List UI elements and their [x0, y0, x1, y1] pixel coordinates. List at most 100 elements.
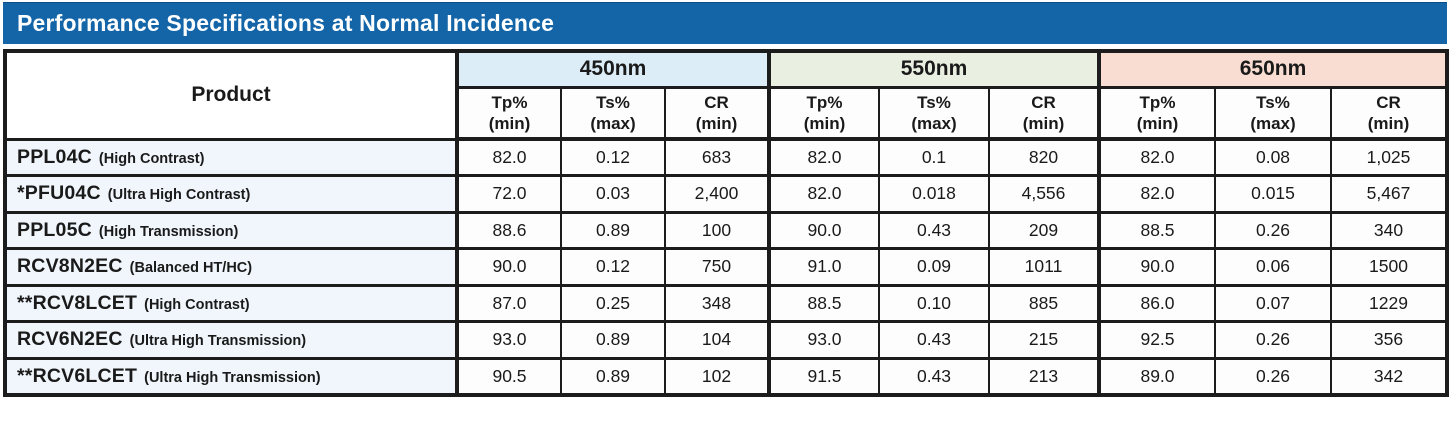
metric-header-650nm-Ts: Ts% (max) [1214, 86, 1332, 141]
table-row: PPL05C (High Transmission) 88.6 0.89 100 90.0… [3, 210, 1448, 250]
spec-table: Product 450nm 550nm 650nm Tp% (min) Ts% (max)… [3, 49, 1449, 397]
value-cell: 0.09 [878, 247, 990, 287]
product-name: PPL05C [17, 218, 92, 241]
value-cell: 0.06 [1214, 247, 1332, 287]
product-name-cell: *PFU04C (Ultra High Contrast) [3, 174, 458, 214]
metric-header-650nm-Tp: Tp% (min) [1097, 86, 1216, 141]
product-name: *PFU04C [17, 182, 101, 205]
value-cell: 340 [1330, 210, 1448, 250]
value-cell: 750 [664, 247, 770, 287]
product-name-cell: RCV8N2EC (Balanced HT/HC) [3, 247, 458, 287]
product-description: (Ultra High Transmission) [144, 369, 321, 386]
wavelength-header-550nm: 550nm [767, 50, 1100, 89]
value-cell: 213 [988, 356, 1100, 396]
value-cell: 87.0 [455, 283, 562, 323]
value-cell: 1500 [1330, 247, 1448, 287]
value-cell: 683 [664, 137, 770, 177]
value-cell: 82.0 [767, 174, 880, 214]
value-cell: 0.26 [1214, 210, 1332, 250]
value-cell: 0.43 [878, 356, 990, 396]
value-cell: 0.1 [878, 137, 990, 177]
value-cell: 342 [1330, 356, 1448, 396]
value-cell: 0.08 [1214, 137, 1332, 177]
wavelength-header-650nm: 650nm [1097, 50, 1449, 89]
wavelength-header-row: Product 450nm 550nm 650nm [3, 50, 1449, 141]
value-cell: 82.0 [455, 137, 562, 177]
metric-header-450nm-CR: CR (min) [664, 86, 770, 141]
value-cell: 0.018 [878, 174, 990, 214]
value-cell: 0.89 [560, 356, 666, 396]
value-cell: 0.12 [560, 137, 666, 177]
value-cell: 88.5 [1097, 210, 1216, 250]
metric-header-row: Tp% (min) Ts% (max) CR (min) Tp% (min) Ts% (max) C… [5, 86, 1448, 141]
product-name: **RCV6LCET [17, 364, 138, 387]
title-bar: Performance Specifications at Normal Inc… [3, 2, 1447, 44]
metric-qualifier: (max) [911, 113, 957, 133]
table-row: PPL04C (High Contrast) 82.0 0.12 683 82.0 0.1 8… [3, 137, 1448, 177]
value-cell: 72.0 [455, 174, 562, 214]
table-row: RCV8N2EC (Balanced HT/HC) 90.0 0.12 750 91.0 0… [3, 247, 1448, 287]
value-cell: 91.5 [767, 356, 880, 396]
metric-label: Tp% [806, 92, 843, 112]
value-cell: 90.0 [1097, 247, 1216, 287]
metric-qualifier: (max) [590, 113, 636, 133]
product-name-cell: PPL04C (High Contrast) [3, 137, 458, 177]
value-cell: 348 [664, 283, 770, 323]
product-description: (Ultra High Transmission) [129, 333, 307, 350]
metric-qualifier: (min) [488, 113, 531, 133]
product-name-cell: RCV6N2EC (Ultra High Transmission) [3, 320, 458, 360]
value-cell: 5,467 [1330, 174, 1448, 214]
value-cell: 82.0 [767, 137, 880, 177]
product-name: RCV8N2EC [17, 255, 123, 278]
metric-qualifier: (min) [695, 113, 738, 133]
value-cell: 93.0 [767, 320, 880, 360]
metric-label: Ts% [917, 92, 951, 112]
value-cell: 0.07 [1214, 283, 1332, 323]
table-head: Product 450nm 550nm 650nm Tp% (min) Ts% (max)… [3, 50, 1449, 141]
product-name: RCV6N2EC [17, 328, 123, 351]
value-cell: 0.10 [878, 283, 990, 323]
metric-label: Ts% [1256, 92, 1290, 112]
value-cell: 90.5 [455, 356, 562, 396]
value-cell: 102 [664, 356, 770, 396]
product-name-cell: **RCV6LCET (Ultra High Transmission) [3, 356, 458, 396]
metric-label: CR [1031, 92, 1056, 112]
metric-label: CR [1376, 92, 1401, 112]
product-name: **RCV8LCET [17, 291, 138, 314]
metric-label: Tp% [1139, 92, 1176, 112]
metric-label: Ts% [596, 92, 630, 112]
value-cell: 90.0 [455, 247, 562, 287]
product-description: (High Contrast) [144, 296, 250, 313]
value-cell: 215 [988, 320, 1100, 360]
value-cell: 0.26 [1214, 356, 1332, 396]
table-row: RCV6N2EC (Ultra High Transmission) 93.0 0.8… [3, 320, 1448, 360]
value-cell: 0.43 [878, 210, 990, 250]
page-title: Performance Specifications at Normal Inc… [17, 10, 555, 36]
metric-label: CR [704, 92, 729, 112]
value-cell: 0.26 [1214, 320, 1332, 360]
metric-qualifier: (min) [803, 113, 846, 133]
value-cell: 86.0 [1097, 283, 1216, 323]
table-row: *PFU04C (Ultra High Contrast) 72.0 0.03 2,40… [3, 174, 1448, 214]
value-cell: 88.6 [455, 210, 562, 250]
metric-qualifier: (min) [1136, 113, 1179, 133]
value-cell: 90.0 [767, 210, 880, 250]
metric-header-550nm-CR: CR (min) [988, 86, 1100, 141]
value-cell: 0.015 [1214, 174, 1332, 214]
value-cell: 356 [1330, 320, 1448, 360]
product-name-cell: PPL05C (High Transmission) [3, 210, 458, 250]
value-cell: 820 [988, 137, 1100, 177]
metric-qualifier: (min) [1367, 113, 1410, 133]
value-cell: 88.5 [767, 283, 880, 323]
table-body: PPL04C (High Contrast) 82.0 0.12 683 82.0 0.1 8… [3, 137, 1448, 396]
value-cell: 0.12 [560, 247, 666, 287]
metric-qualifier: (max) [1250, 113, 1296, 133]
value-cell: 1011 [988, 247, 1100, 287]
value-cell: 1,025 [1330, 137, 1448, 177]
table-row: **RCV8LCET (High Contrast) 87.0 0.25 348 88.5… [3, 283, 1448, 323]
value-cell: 0.89 [560, 210, 666, 250]
value-cell: 1229 [1330, 283, 1448, 323]
metric-qualifier: (min) [1022, 113, 1065, 133]
value-cell: 0.25 [560, 283, 666, 323]
value-cell: 93.0 [455, 320, 562, 360]
